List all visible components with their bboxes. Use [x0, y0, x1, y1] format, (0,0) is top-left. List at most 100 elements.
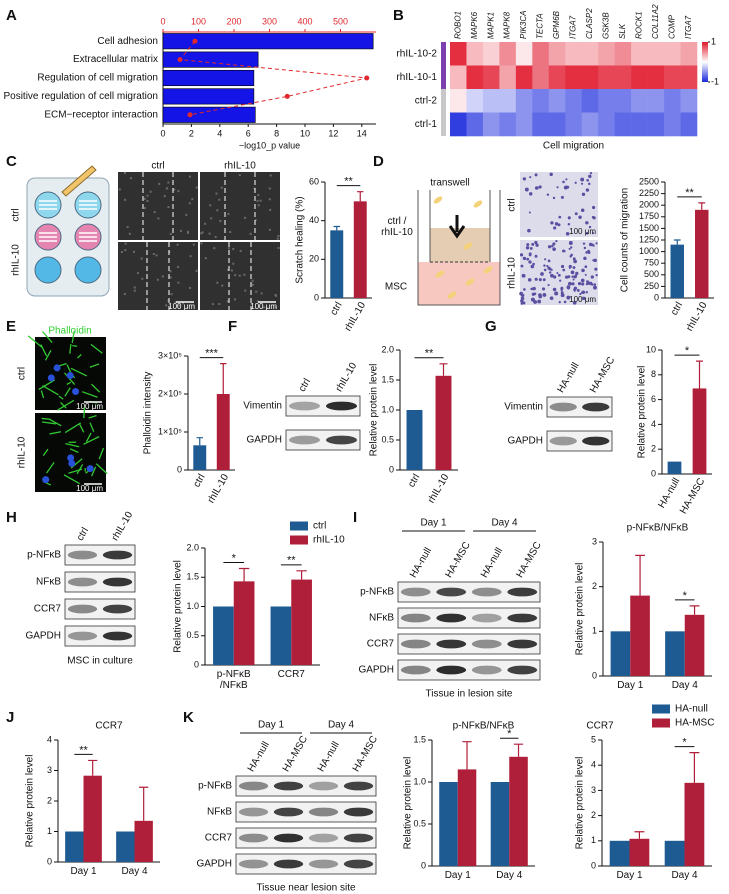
blot-band — [507, 613, 538, 623]
speckle — [200, 242, 203, 245]
speckle — [188, 202, 191, 205]
y-axis-label: Scratch healing (%) — [295, 196, 306, 283]
stained-cell — [585, 231, 589, 235]
y-tick-label: 1 — [592, 626, 597, 636]
significance-label: ** — [79, 744, 88, 756]
speckle — [232, 262, 235, 265]
stained-cell — [552, 287, 557, 292]
blot-band — [273, 859, 304, 869]
stained-cell — [522, 177, 527, 181]
stained-cell — [583, 256, 587, 261]
nucleus — [66, 372, 74, 380]
stained-cell — [569, 255, 572, 258]
speckle — [269, 208, 272, 211]
dot — [284, 93, 290, 99]
speckle — [170, 293, 173, 296]
stained-cell — [547, 245, 552, 249]
y-tick-label: 1 — [47, 826, 52, 836]
y-axis-label: Relative protein level — [403, 757, 414, 850]
blot-band — [343, 781, 374, 791]
stained-cell — [530, 264, 535, 269]
blot-band — [343, 807, 374, 817]
bar — [134, 820, 153, 862]
y-tick-label: 4 — [47, 734, 52, 744]
band-label: GAPDH — [25, 631, 61, 642]
stained-cell — [593, 285, 597, 290]
row-group — [441, 112, 446, 136]
speckle — [239, 250, 242, 253]
color-bar — [702, 42, 708, 82]
band-label: CCR7 — [205, 833, 233, 844]
x-tick-label: 12 — [328, 128, 338, 138]
y-tick-label: 1500 — [639, 223, 659, 233]
actin-fiber — [38, 379, 55, 390]
speckle — [182, 302, 185, 305]
heat-cell — [515, 89, 533, 113]
blot-band — [273, 781, 304, 791]
stained-cell — [567, 216, 571, 220]
blot-band — [288, 435, 321, 445]
speckle — [169, 270, 172, 273]
stained-cell — [543, 268, 547, 272]
lane-label: ctrl — [297, 377, 313, 394]
speckle — [166, 187, 169, 190]
well-wall — [417, 190, 501, 306]
error-bar — [220, 363, 227, 394]
stained-cell — [523, 288, 526, 291]
speckle — [167, 181, 170, 184]
heat-cell — [598, 42, 615, 66]
heat-cell — [680, 89, 698, 113]
speckle — [234, 274, 237, 277]
heat-cell — [450, 112, 467, 137]
speckle — [141, 277, 144, 280]
stained-cell — [573, 289, 576, 292]
row-label: rhIL-10-2 — [396, 48, 437, 59]
stained-cell — [552, 247, 556, 252]
bar — [162, 106, 256, 123]
blot-frame — [235, 775, 377, 797]
y-tick-label: Positive regulation of cell migration — [3, 91, 158, 102]
heat-cell — [581, 112, 599, 137]
blot-band — [507, 587, 538, 597]
speckle — [227, 247, 230, 250]
stained-cell — [574, 212, 578, 216]
significance-label: * — [682, 737, 687, 749]
bar — [330, 230, 344, 298]
heat-cell — [631, 89, 648, 113]
stained-cell — [520, 299, 524, 303]
row-group — [441, 65, 446, 89]
actin-fiber — [90, 343, 103, 354]
stained-cell — [538, 294, 543, 299]
y-tick-label: Cell adhesion — [97, 36, 158, 47]
blot-band — [273, 833, 304, 843]
speckle — [161, 275, 164, 278]
heat-cell — [548, 42, 566, 66]
speckle — [124, 249, 127, 252]
actin-fiber — [83, 436, 100, 445]
heat-cell — [680, 42, 698, 66]
speckle — [259, 199, 262, 202]
y-tick-label: 3×10⁵ — [158, 350, 182, 360]
y-tick-label: 0.5 — [413, 818, 426, 828]
speckle — [128, 232, 131, 235]
speckle — [255, 290, 258, 293]
speckle — [149, 190, 152, 193]
speckle — [174, 301, 177, 304]
speckle — [260, 292, 263, 295]
significance-label: * — [685, 345, 690, 357]
speckle — [226, 300, 229, 303]
speckle — [249, 232, 252, 235]
row-label: rhIL-10 — [17, 436, 28, 468]
row-label: ctrl — [17, 367, 28, 380]
actin-fiber — [42, 331, 53, 343]
band-label: NFκB — [207, 807, 232, 818]
bar — [665, 631, 685, 676]
stained-cell — [566, 185, 570, 189]
row-label: rhIL-10 — [507, 257, 518, 289]
actin-fiber — [60, 402, 67, 409]
speckle — [221, 284, 224, 287]
stained-cell — [546, 193, 550, 196]
blot-band — [400, 639, 431, 649]
legend-label: HA-MSC — [675, 718, 714, 729]
